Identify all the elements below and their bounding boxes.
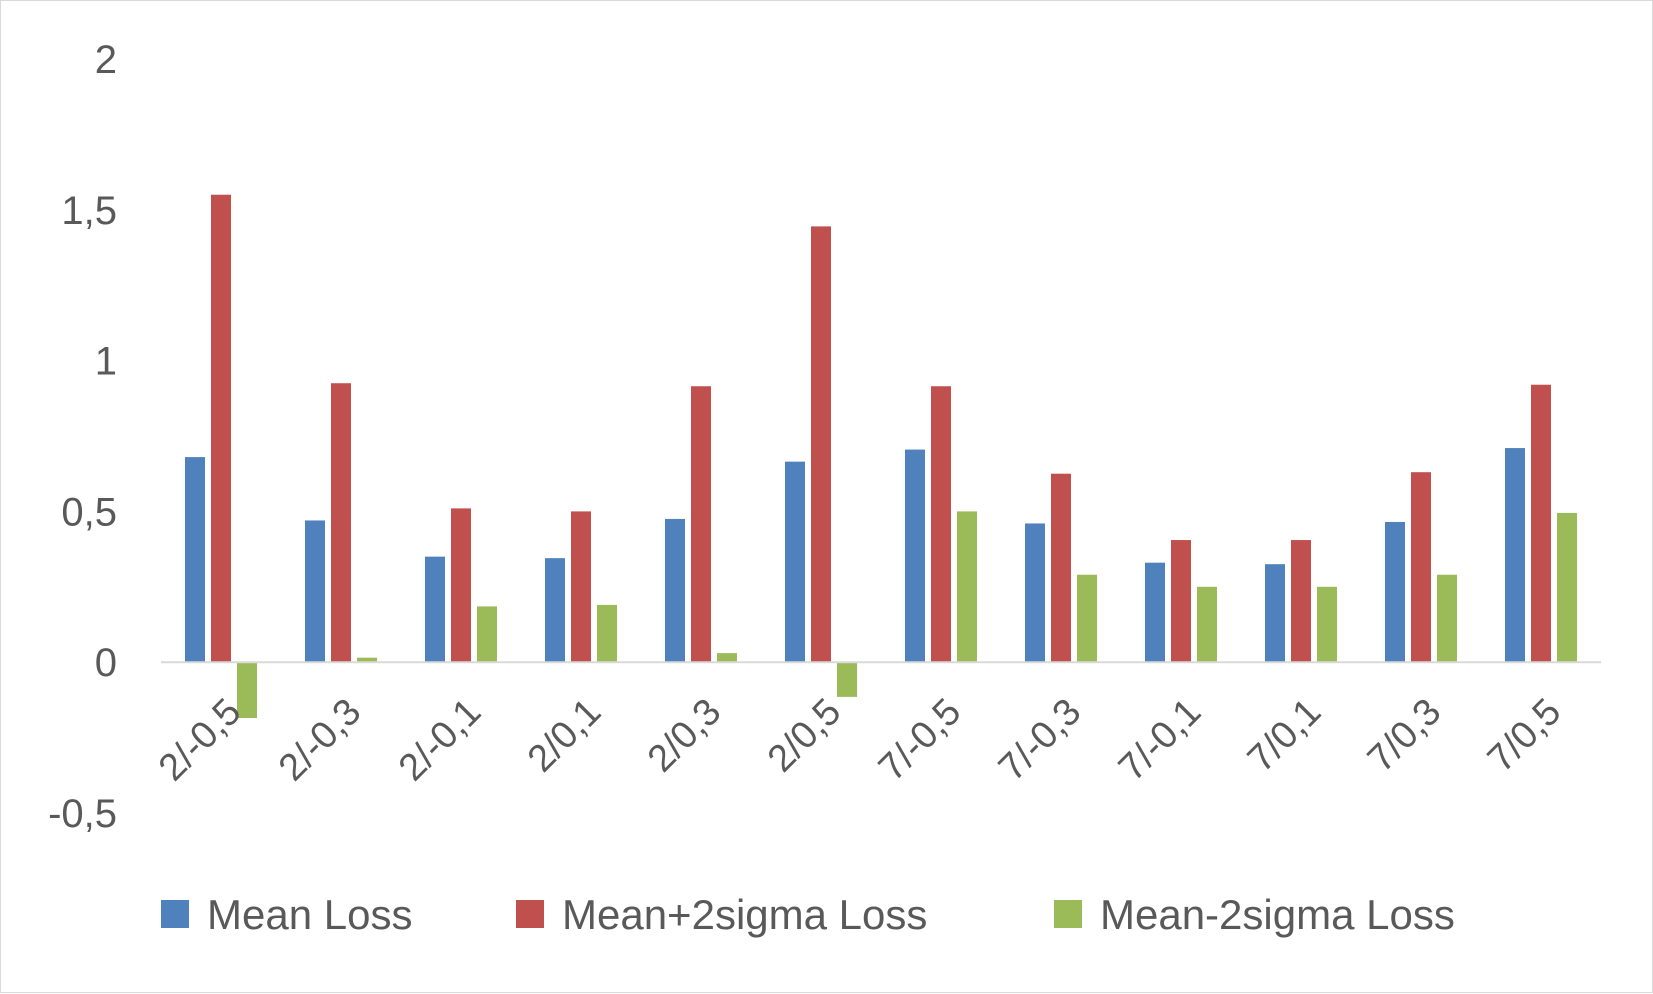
- series-mean-2sigma-loss: [237, 511, 1577, 718]
- x-category-label: 2/-0,3: [271, 691, 369, 789]
- bar: [931, 386, 951, 663]
- bar: [1557, 512, 1577, 663]
- x-category-label: 7/0,1: [1240, 691, 1329, 780]
- x-category-label: 7/-0,3: [991, 691, 1089, 789]
- y-tick-label: -0,5: [48, 792, 117, 836]
- legend-label: Mean+2sigma Loss: [562, 891, 927, 938]
- bar: [237, 662, 257, 718]
- bar: [811, 226, 831, 663]
- bar: [597, 604, 617, 663]
- bar: [1385, 521, 1405, 663]
- x-category-label: 2/-0,1: [391, 691, 489, 789]
- bar: [1411, 472, 1431, 663]
- x-category-label: 7/-0,5: [871, 691, 969, 789]
- bar: [691, 386, 711, 663]
- bar: [477, 606, 497, 663]
- x-category-label: 7/0,3: [1360, 691, 1449, 780]
- bar: [357, 657, 377, 663]
- legend-item: Mean Loss: [161, 891, 412, 938]
- bar: [1437, 574, 1457, 663]
- bar: [1171, 540, 1191, 663]
- y-tick-label: 1,5: [61, 189, 117, 233]
- bar: [331, 383, 351, 663]
- legend-swatch: [516, 900, 544, 928]
- series-mean-2sigma-loss: [211, 194, 1551, 663]
- series-mean-loss: [185, 448, 1525, 663]
- bar: [1025, 523, 1045, 663]
- bar: [211, 194, 231, 663]
- bar: [1317, 586, 1337, 663]
- x-category-label: 7/-0,1: [1111, 691, 1209, 789]
- bar: [1291, 540, 1311, 663]
- bar: [305, 520, 325, 663]
- bar: [425, 556, 445, 663]
- legend-label: Mean-2sigma Loss: [1100, 891, 1455, 938]
- bar: [717, 653, 737, 663]
- bar: [957, 511, 977, 663]
- bar: [1531, 384, 1551, 663]
- x-category-label: 7/0,5: [1480, 691, 1569, 780]
- bar: [1145, 562, 1165, 663]
- legend-item: Mean-2sigma Loss: [1054, 891, 1455, 938]
- bar: [1265, 564, 1285, 663]
- bar: [571, 511, 591, 663]
- bar: [785, 461, 805, 663]
- y-tick-label: 0: [95, 641, 117, 685]
- legend-item: Mean+2sigma Loss: [516, 891, 927, 938]
- y-tick-label: 0,5: [61, 490, 117, 534]
- bar: [1505, 448, 1525, 663]
- y-axis-tick-labels: -0,5 0 0,5 1 1,5 2: [48, 38, 117, 836]
- bar: [185, 457, 205, 663]
- y-tick-label: 1: [95, 340, 117, 384]
- x-category-label: 2/0,1: [520, 691, 609, 780]
- bar: [837, 662, 857, 697]
- legend-swatch: [1054, 900, 1082, 928]
- bar: [1077, 574, 1097, 663]
- legend: Mean Loss Mean+2sigma Loss Mean-2sigma Los…: [161, 891, 1455, 938]
- x-axis-category-labels: 2/-0,5 2/-0,3 2/-0,1 2/0,1 2/0,3 2/0,5 7/-0,5 7…: [151, 691, 1569, 789]
- x-category-label: 2/0,3: [640, 691, 729, 780]
- bar: [545, 558, 565, 663]
- bar-series: [185, 194, 1577, 718]
- x-category-label: 2/-0,5: [151, 691, 249, 789]
- legend-label: Mean Loss: [207, 891, 412, 938]
- x-category-label: 2/0,5: [760, 691, 849, 780]
- bar: [905, 449, 925, 663]
- legend-swatch: [161, 900, 189, 928]
- bar: [1197, 586, 1217, 663]
- bar: [451, 508, 471, 663]
- bar: [1051, 473, 1071, 663]
- bar: [665, 518, 685, 663]
- y-tick-label: 2: [95, 38, 117, 82]
